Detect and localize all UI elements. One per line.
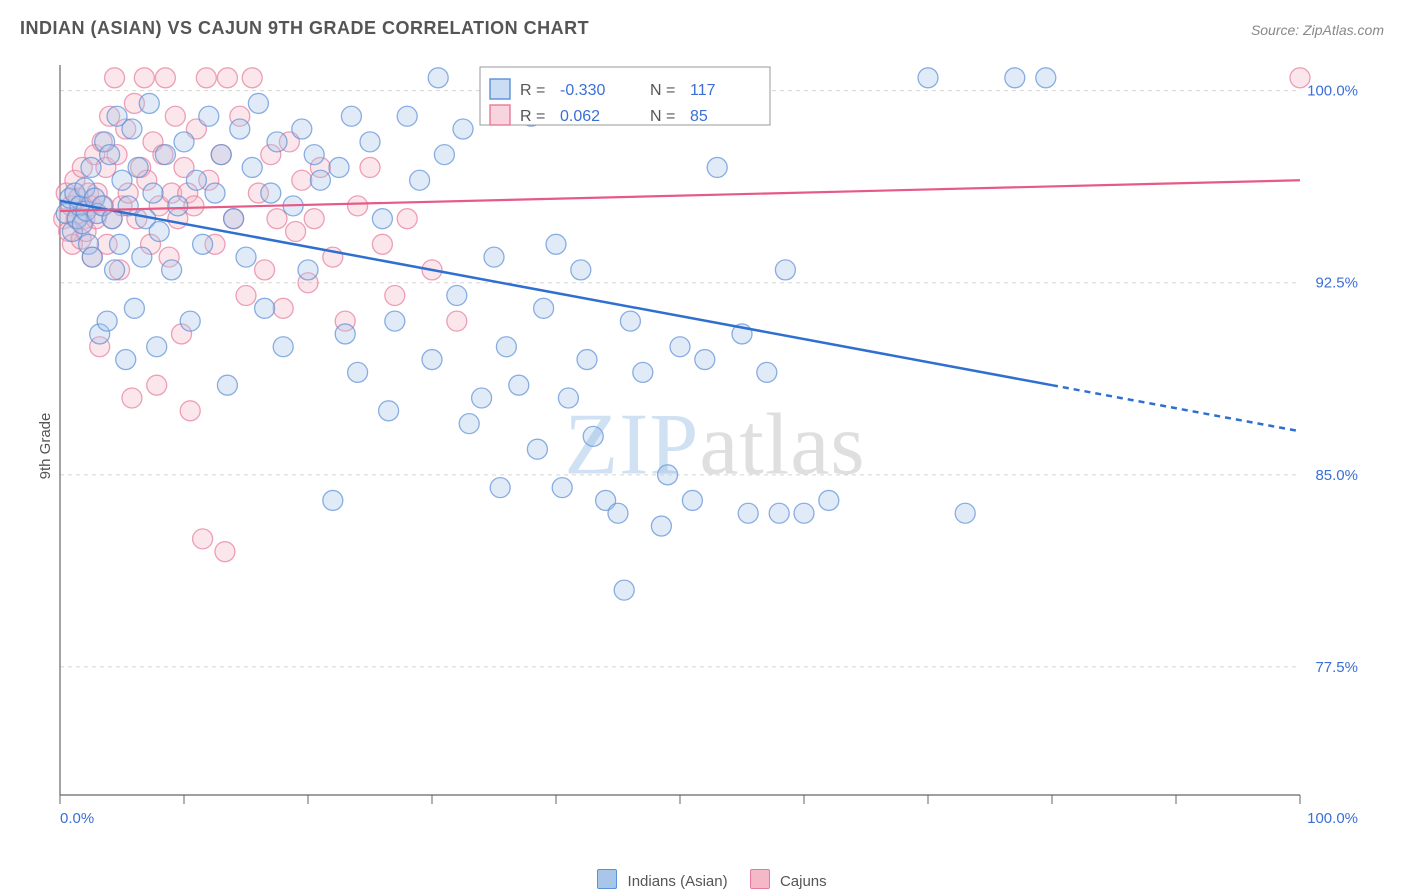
svg-text:N =: N = — [650, 82, 675, 99]
svg-text:92.5%: 92.5% — [1315, 275, 1358, 292]
svg-text:R =: R = — [520, 82, 545, 99]
legend-label-cajuns: Cajuns — [780, 873, 827, 890]
svg-text:0.062: 0.062 — [560, 108, 600, 125]
svg-text:100.0%: 100.0% — [1307, 83, 1358, 100]
svg-text:117: 117 — [690, 82, 716, 99]
chart-title: INDIAN (ASIAN) VS CAJUN 9TH GRADE CORREL… — [20, 18, 589, 39]
svg-text:85: 85 — [690, 108, 708, 125]
plot-area: 77.5% 85.0% 92.5% 100.0% 0.0% 100.0% R = -0.330… — [50, 55, 1380, 835]
legend-swatch-indians — [597, 869, 617, 889]
svg-text:77.5%: 77.5% — [1315, 659, 1358, 676]
svg-text:85.0%: 85.0% — [1315, 467, 1358, 484]
svg-text:R =: R = — [520, 108, 545, 125]
svg-text:N =: N = — [650, 108, 675, 125]
scatter-chart-svg: 77.5% 85.0% 92.5% 100.0% 0.0% 100.0% R = -0.330… — [50, 55, 1380, 835]
svg-text:-0.330: -0.330 — [560, 82, 605, 99]
source-label: Source: ZipAtlas.com — [1251, 22, 1384, 38]
bottom-legend: Indians (Asian) Cajuns — [0, 869, 1406, 890]
svg-text:0.0%: 0.0% — [60, 810, 94, 827]
legend-label-indians: Indians (Asian) — [628, 873, 728, 890]
legend-swatch-cajuns — [750, 869, 770, 889]
svg-text:100.0%: 100.0% — [1307, 810, 1358, 827]
